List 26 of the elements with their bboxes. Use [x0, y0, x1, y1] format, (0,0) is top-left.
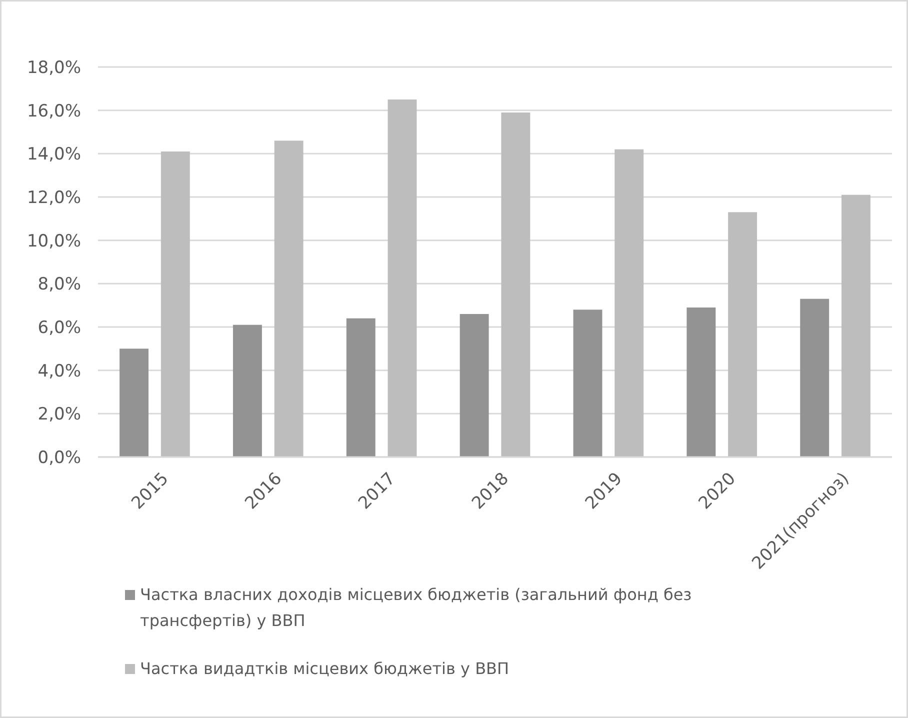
y-tick-label: 14,0% — [26, 144, 81, 165]
bar — [800, 298, 830, 457]
y-tick-label: 4,0% — [38, 361, 81, 382]
y-tick-label: 8,0% — [38, 274, 81, 295]
bar — [686, 308, 716, 457]
legend-label: Частка видадтків місцевих бюджетів у ВВП — [140, 659, 510, 678]
bar — [274, 140, 304, 457]
bar — [160, 152, 190, 457]
bar — [728, 212, 758, 457]
bar — [388, 100, 417, 457]
bar — [460, 314, 489, 457]
legend-label: Частка власних доходів місцевих бюджетів (загальний фонд без трансфертів) у ВВП — [140, 585, 692, 630]
bar — [346, 318, 376, 457]
y-tick-label: 6,0% — [38, 318, 81, 338]
bar — [573, 310, 602, 457]
bar — [232, 324, 262, 457]
y-tick-label: 0,0% — [38, 448, 81, 468]
bar — [501, 112, 530, 457]
y-tick-label: 10,0% — [26, 231, 81, 252]
y-tick-label: 2,0% — [38, 404, 81, 425]
bar — [614, 149, 644, 457]
y-tick-label: 12,0% — [26, 188, 81, 208]
y-tick-label: 16,0% — [26, 101, 81, 122]
bar — [841, 194, 870, 457]
bar — [120, 348, 149, 457]
y-tick-label: 18,0% — [26, 58, 81, 78]
